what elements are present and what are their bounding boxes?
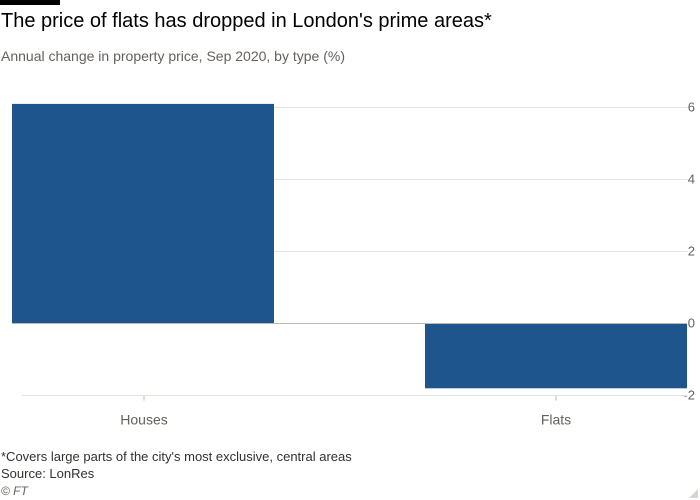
y-tick-label: 2 <box>688 244 695 259</box>
y-tick-label: 6 <box>688 100 695 115</box>
y-tick-label: -2 <box>683 388 695 403</box>
x-tick-label: Houses <box>120 412 167 428</box>
bar-houses <box>12 103 274 324</box>
y-tick-label: 0 <box>688 316 695 331</box>
corner-resize-icon <box>689 489 698 498</box>
footnote: *Covers large parts of the city's most e… <box>1 449 352 464</box>
chart-title: The price of flats has dropped in London… <box>1 10 492 32</box>
source-note: Source: LonRes <box>1 466 95 481</box>
y-tick-label: 4 <box>688 172 695 187</box>
x-tick-label: Flats <box>541 412 571 428</box>
copyright: © FT <box>1 484 28 498</box>
bar-flats <box>425 323 687 389</box>
brand-rule <box>0 0 60 5</box>
chart-subtitle: Annual change in property price, Sep 202… <box>1 48 345 64</box>
